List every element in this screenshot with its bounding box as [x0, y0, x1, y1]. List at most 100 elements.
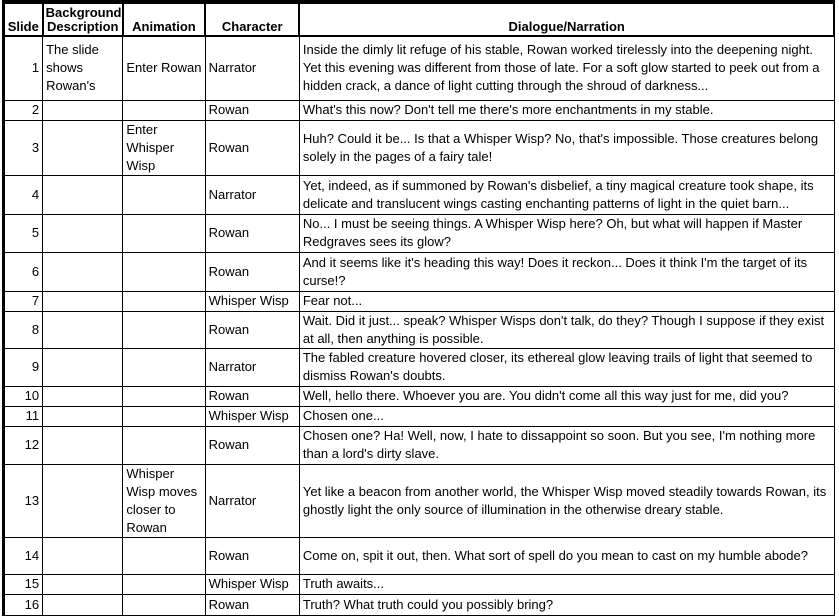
- cell-character[interactable]: Narrator: [204, 174, 300, 215]
- cell-character[interactable]: Rowan: [204, 536, 300, 575]
- cell-character[interactable]: Rowan: [204, 251, 300, 292]
- cell-character[interactable]: Rowan: [204, 99, 300, 121]
- table-row: 7 Whisper Wisp Fear not...: [2, 290, 835, 312]
- table-row: 13 Whisper Wisp moves closer to Rowan Narr…: [2, 463, 835, 538]
- cell-dialogue[interactable]: Come on, spit it out, then. What sort of…: [298, 536, 835, 575]
- cell-slide-number[interactable]: 5: [2, 213, 44, 253]
- column-header-character[interactable]: Character: [204, 1, 301, 37]
- cell-dialogue[interactable]: Yet, indeed, as if summoned by Rowan's d…: [298, 174, 835, 215]
- cell-animation[interactable]: [122, 425, 206, 465]
- cell-background-description[interactable]: [42, 213, 124, 253]
- cell-dialogue[interactable]: What's this now? Don't tell me there's m…: [298, 99, 835, 121]
- cell-dialogue[interactable]: Well, hello there. Whoever you are. You …: [298, 385, 835, 407]
- cell-character[interactable]: Rowan: [204, 385, 300, 407]
- cell-dialogue[interactable]: Yet like a beacon from another world, th…: [298, 463, 835, 538]
- cell-background-description[interactable]: The slide shows Rowan's: [42, 35, 124, 101]
- cell-slide-number[interactable]: 14: [2, 536, 44, 575]
- cell-background-description[interactable]: [42, 174, 124, 215]
- cell-background-description[interactable]: [42, 405, 124, 427]
- cell-slide-number[interactable]: 11: [2, 405, 44, 427]
- cell-background-description[interactable]: [42, 310, 124, 349]
- cell-slide-number[interactable]: 15: [2, 573, 44, 595]
- cell-background-description[interactable]: [42, 119, 124, 176]
- cell-animation[interactable]: [122, 593, 206, 616]
- table-row: 15 Whisper Wisp Truth awaits...: [2, 573, 835, 595]
- cell-character[interactable]: Rowan: [204, 425, 300, 465]
- cell-dialogue[interactable]: Chosen one? Ha! Well, now, I hate to dis…: [298, 425, 835, 465]
- cell-character[interactable]: Narrator: [204, 347, 300, 387]
- cell-background-description[interactable]: [42, 536, 124, 575]
- cell-character[interactable]: Whisper Wisp: [204, 405, 300, 427]
- column-header-slide[interactable]: Slide: [2, 1, 44, 37]
- cell-character[interactable]: Whisper Wisp: [204, 573, 300, 595]
- table-row: 5 Rowan No... I must be seeing things. A W…: [2, 213, 835, 253]
- table-row: 11 Whisper Wisp Chosen one...: [2, 405, 835, 427]
- cell-background-description[interactable]: [42, 593, 124, 616]
- cell-character[interactable]: Rowan: [204, 310, 300, 349]
- cell-animation[interactable]: [122, 213, 206, 253]
- cell-dialogue[interactable]: No... I must be seeing things. A Whisper…: [298, 213, 835, 253]
- column-header-animation[interactable]: Animation: [121, 1, 207, 37]
- cell-dialogue[interactable]: The fabled creature hovered closer, its …: [298, 347, 835, 387]
- table-row: 1 The slide shows Rowan's Enter Rowan Narra…: [2, 35, 835, 101]
- cell-slide-number[interactable]: 10: [2, 385, 44, 407]
- cell-slide-number[interactable]: 12: [2, 425, 44, 465]
- cell-animation[interactable]: [122, 405, 206, 427]
- cell-dialogue[interactable]: Truth awaits...: [298, 573, 835, 595]
- cell-dialogue[interactable]: And it seems like it's heading this way!…: [298, 251, 835, 292]
- cell-dialogue[interactable]: Truth? What truth could you possibly bri…: [298, 593, 835, 616]
- cell-animation[interactable]: [122, 174, 206, 215]
- cell-slide-number[interactable]: 13: [2, 463, 44, 538]
- cell-background-description[interactable]: [42, 251, 124, 292]
- cell-animation[interactable]: [122, 385, 206, 407]
- cell-slide-number[interactable]: 2: [2, 99, 44, 121]
- cell-character[interactable]: Rowan: [204, 593, 300, 616]
- cell-dialogue[interactable]: Huh? Could it be... Is that a Whisper Wi…: [298, 119, 835, 176]
- table-row: 9 Narrator The fabled creature hovered clo…: [2, 347, 835, 387]
- cell-background-description[interactable]: [42, 290, 124, 312]
- cell-slide-number[interactable]: 6: [2, 251, 44, 292]
- cell-slide-number[interactable]: 4: [2, 174, 44, 215]
- cell-slide-number[interactable]: 3: [2, 119, 44, 176]
- cell-background-description[interactable]: [42, 573, 124, 595]
- cell-animation[interactable]: [122, 290, 206, 312]
- cell-character[interactable]: Narrator: [204, 35, 300, 101]
- cell-background-description[interactable]: [42, 385, 124, 407]
- table-row: 4 Narrator Yet, indeed, as if summoned by …: [2, 174, 835, 215]
- cell-slide-number[interactable]: 1: [2, 35, 44, 101]
- table-row: 6 Rowan And it seems like it's heading thi…: [2, 251, 835, 292]
- cell-slide-number[interactable]: 7: [2, 290, 44, 312]
- cell-dialogue[interactable]: Chosen one...: [298, 405, 835, 427]
- column-header-background[interactable]: Background Description: [41, 1, 124, 37]
- cell-character[interactable]: Rowan: [204, 213, 300, 253]
- cell-animation[interactable]: Enter Whisper Wisp: [122, 119, 206, 176]
- cell-animation[interactable]: Enter Rowan: [122, 35, 206, 101]
- header-row: Slide Background Description Animation C…: [2, 1, 835, 37]
- cell-background-description[interactable]: [42, 463, 124, 538]
- column-header-dialogue[interactable]: Dialogue/Narration: [298, 1, 835, 37]
- cell-background-description[interactable]: [42, 425, 124, 465]
- cell-animation[interactable]: [122, 573, 206, 595]
- cell-background-description[interactable]: [42, 347, 124, 387]
- cell-dialogue[interactable]: Wait. Did it just... speak? Whisper Wisp…: [298, 310, 835, 349]
- cell-animation[interactable]: [122, 310, 206, 349]
- cell-dialogue[interactable]: Inside the dimly lit refuge of his stabl…: [298, 35, 835, 101]
- cell-animation[interactable]: [122, 251, 206, 292]
- table-row: 8 Rowan Wait. Did it just... speak? Whispe…: [2, 310, 835, 349]
- cell-animation[interactable]: [122, 536, 206, 575]
- table-row: 14 Rowan Come on, spit it out, then. What …: [2, 536, 835, 575]
- cell-animation[interactable]: [122, 347, 206, 387]
- cell-background-description[interactable]: [42, 99, 124, 121]
- cell-slide-number[interactable]: 9: [2, 347, 44, 387]
- table-row: 12 Rowan Chosen one? Ha! Well, now, I hate…: [2, 425, 835, 465]
- cell-character[interactable]: Rowan: [204, 119, 300, 176]
- cell-character[interactable]: Narrator: [204, 463, 300, 538]
- cell-dialogue[interactable]: Fear not...: [298, 290, 835, 312]
- cell-animation[interactable]: [122, 99, 206, 121]
- cell-slide-number[interactable]: 8: [2, 310, 44, 349]
- cell-animation[interactable]: Whisper Wisp moves closer to Rowan: [122, 463, 206, 538]
- cell-character[interactable]: Whisper Wisp: [204, 290, 300, 312]
- cell-slide-number[interactable]: 16: [2, 593, 44, 616]
